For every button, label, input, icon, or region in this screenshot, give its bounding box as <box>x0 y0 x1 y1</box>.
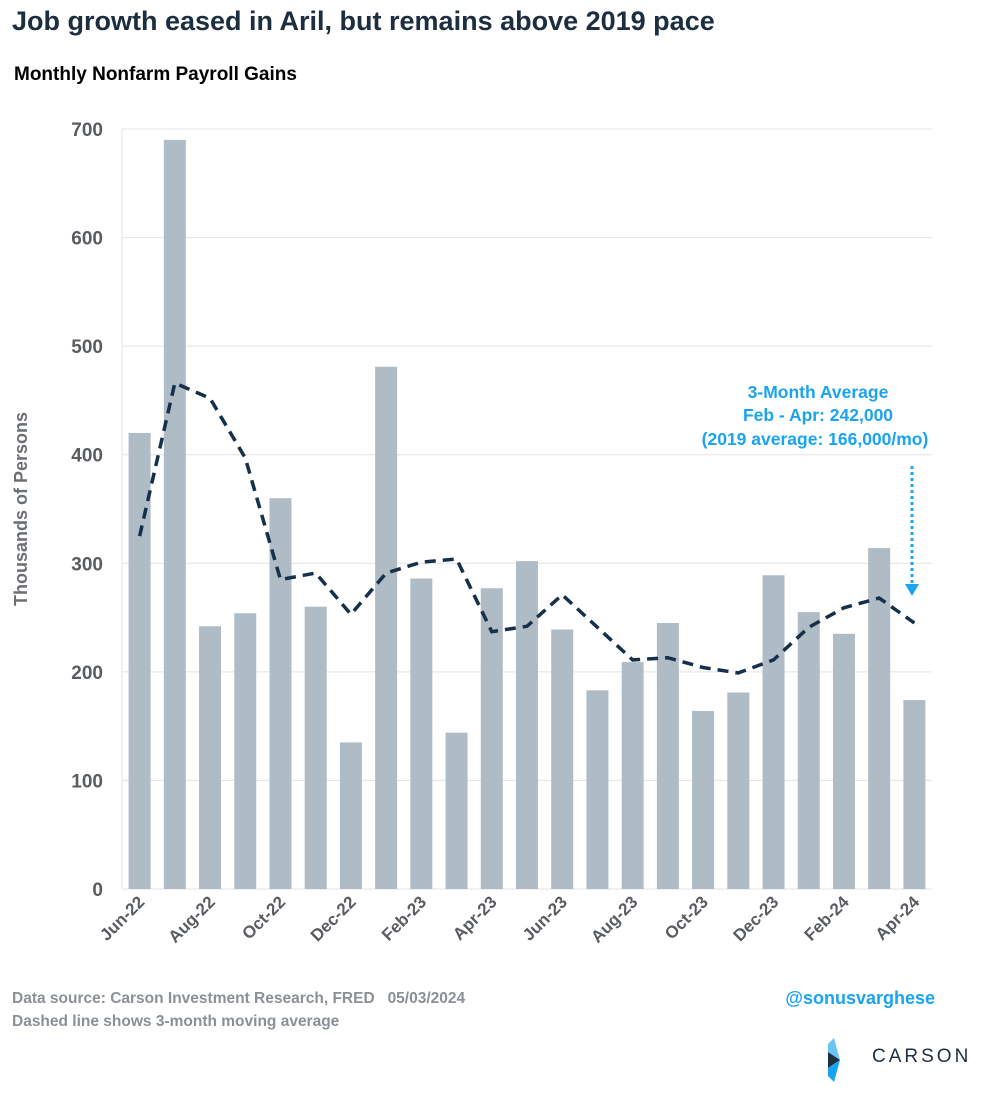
bar-Feb-23 <box>410 578 433 889</box>
x-tick-label: Aug-22 <box>165 892 219 946</box>
y-tick-label: 500 <box>71 337 103 358</box>
x-tick-label: Apr-24 <box>872 892 924 944</box>
y-tick-label: 100 <box>71 771 103 792</box>
x-tick-label: Apr-23 <box>449 892 501 944</box>
bar-Mar-23 <box>445 732 468 889</box>
bar-Jun-23 <box>551 629 574 889</box>
y-tick-label: 200 <box>71 663 103 684</box>
bar-Aug-22 <box>199 626 222 889</box>
y-tick-label: 700 <box>71 120 103 141</box>
y-axis-label: Thousands of Persons <box>11 412 31 606</box>
y-tick-label: 0 <box>92 880 103 901</box>
y-tick-label: 400 <box>71 446 103 467</box>
bar-Jan-23 <box>375 366 398 889</box>
bar-Sep-23 <box>656 623 679 889</box>
bar-May-23 <box>516 561 538 889</box>
x-tick-label: Feb-24 <box>801 892 854 945</box>
payroll-chart: 0 100 200 300 400 500 600 700 Jun-22 Aug-22 Oct-2… <box>11 120 932 947</box>
x-tick-label: Jun-23 <box>519 892 571 944</box>
annotation-line-3: (2019 average: 166,000/mo) <box>702 429 929 449</box>
bar-Jun-22 <box>128 433 151 889</box>
y-tick-label: 600 <box>71 229 103 250</box>
annotation-line-1: 3-Month Average <box>748 382 889 402</box>
x-tick-label: Aug-23 <box>587 892 641 946</box>
annotation-arrowhead <box>905 584 919 596</box>
bar-Nov-22 <box>304 606 327 889</box>
carson-logo-icon <box>828 1038 840 1082</box>
bar-Sep-22 <box>234 613 257 889</box>
chart-note: Dashed line shows 3-month moving average <box>12 1013 340 1030</box>
bar-Feb-24 <box>832 633 855 889</box>
bar-Nov-23 <box>727 692 750 889</box>
bar-Dec-23 <box>762 575 785 889</box>
bar-Jan-24 <box>797 612 820 889</box>
carson-logo: CARSON <box>872 1046 972 1067</box>
annotation-line-2: Feb - Apr: 242,000 <box>743 405 893 425</box>
bar-Apr-24 <box>903 700 926 889</box>
data-source: Data source: Carson Investment Research,… <box>12 990 466 1007</box>
bar-Jul-23 <box>586 690 609 889</box>
author-handle[interactable]: @sonusvarghese <box>785 988 935 1008</box>
x-tick-label: Dec-23 <box>729 892 782 945</box>
bar-Mar-24 <box>868 548 891 889</box>
bar-Dec-22 <box>339 742 362 889</box>
bar-Apr-23 <box>480 588 503 889</box>
bar-Oct-23 <box>692 710 715 889</box>
chart-title: Job growth eased in Aril, but remains ab… <box>12 6 715 36</box>
chart-subtitle: Monthly Nonfarm Payroll Gains <box>14 64 297 85</box>
bar-Oct-22 <box>269 498 292 889</box>
bar-Jul-22 <box>163 139 186 889</box>
x-tick-label: Feb-23 <box>378 892 430 944</box>
x-tick-label: Jun-22 <box>96 892 148 944</box>
three-month-average-line <box>137 380 916 675</box>
x-tick-label: Oct-22 <box>238 892 289 943</box>
y-tick-label: 300 <box>71 554 103 575</box>
bar-Aug-23 <box>621 662 644 889</box>
x-tick-label: Oct-23 <box>661 892 712 943</box>
x-tick-label: Dec-22 <box>307 892 360 945</box>
